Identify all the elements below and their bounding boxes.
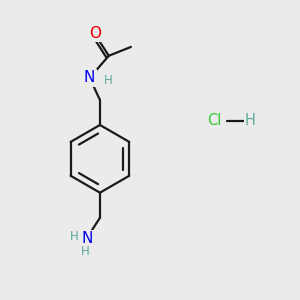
Text: N: N bbox=[84, 70, 95, 86]
Text: H: H bbox=[103, 74, 112, 87]
Text: H: H bbox=[70, 230, 79, 243]
Text: H: H bbox=[81, 245, 90, 258]
Text: O: O bbox=[88, 26, 101, 41]
Text: Cl: Cl bbox=[208, 113, 222, 128]
Text: N: N bbox=[81, 231, 92, 246]
Text: H: H bbox=[245, 113, 256, 128]
